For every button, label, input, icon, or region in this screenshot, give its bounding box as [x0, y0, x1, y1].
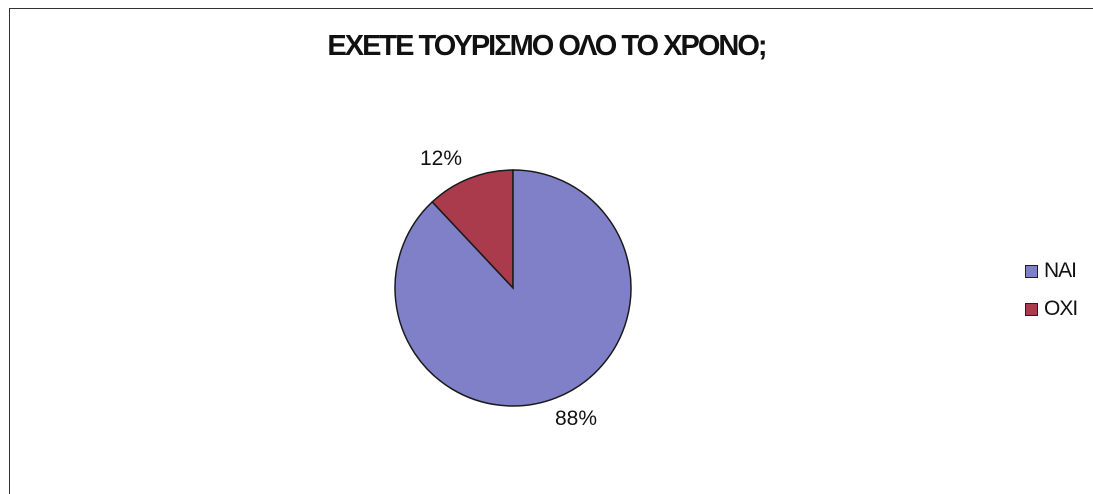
slice-label-no: 12%: [420, 147, 462, 170]
legend-swatch-no: [1025, 302, 1038, 316]
legend-item-no: ΟΧΙ: [1025, 296, 1078, 322]
slice-label-yes: 88%: [555, 407, 597, 430]
chart-frame: [9, 8, 1093, 494]
pie-slice-yes: [394, 169, 632, 407]
legend-label-yes: ΝΑΙ: [1044, 259, 1077, 282]
legend: ΝΑΙ ΟΧΙ: [1025, 258, 1078, 334]
legend-item-yes: ΝΑΙ: [1025, 258, 1077, 284]
chart-title: ΕΧΕΤΕ ΤΟΥΡΙΣΜΟ ΟΛΟ ΤΟ ΧΡΟΝΟ;: [327, 30, 767, 62]
legend-label-no: ΟΧΙ: [1044, 297, 1078, 320]
pie-slice-no: [431, 169, 514, 290]
legend-swatch-yes: [1025, 264, 1038, 278]
